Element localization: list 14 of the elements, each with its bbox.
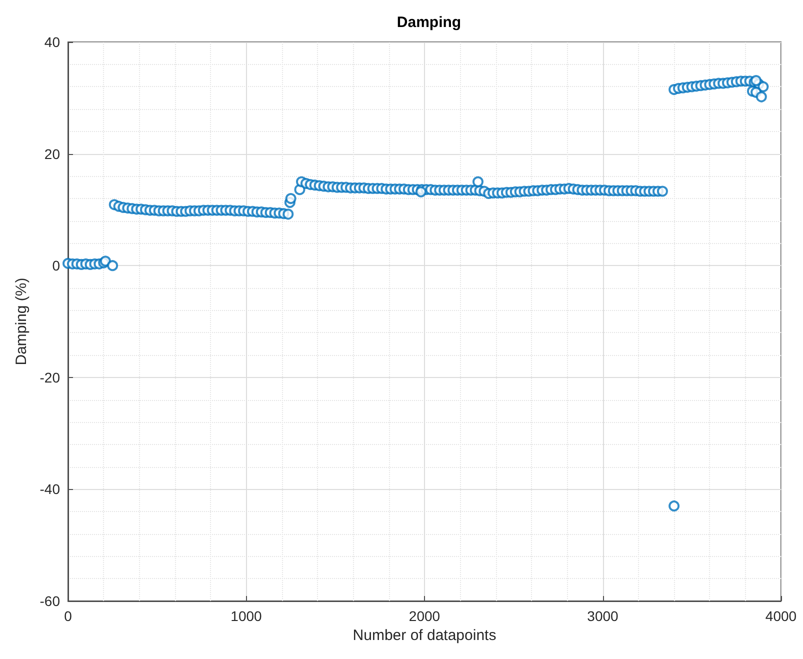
- y-axis-title: Damping (%): [12, 278, 30, 366]
- x-tick-label: 4000: [765, 608, 797, 624]
- chart-title: Damping: [396, 14, 462, 31]
- x-tick-label: 2000: [408, 608, 440, 624]
- x-tick-label: 0: [64, 608, 72, 624]
- y-tick-label: -20: [40, 369, 60, 386]
- y-tick-label: 0: [52, 258, 60, 274]
- y-tick-label: -60: [40, 593, 60, 609]
- y-tick-label: 20: [44, 146, 60, 162]
- y-tick-label: 40: [44, 34, 60, 50]
- y-tick-label: -40: [40, 481, 60, 498]
- x-axis-title: Number of datapoints: [352, 626, 496, 644]
- x-tick-label: 1000: [230, 608, 262, 624]
- x-tick-label: 3000: [587, 608, 619, 624]
